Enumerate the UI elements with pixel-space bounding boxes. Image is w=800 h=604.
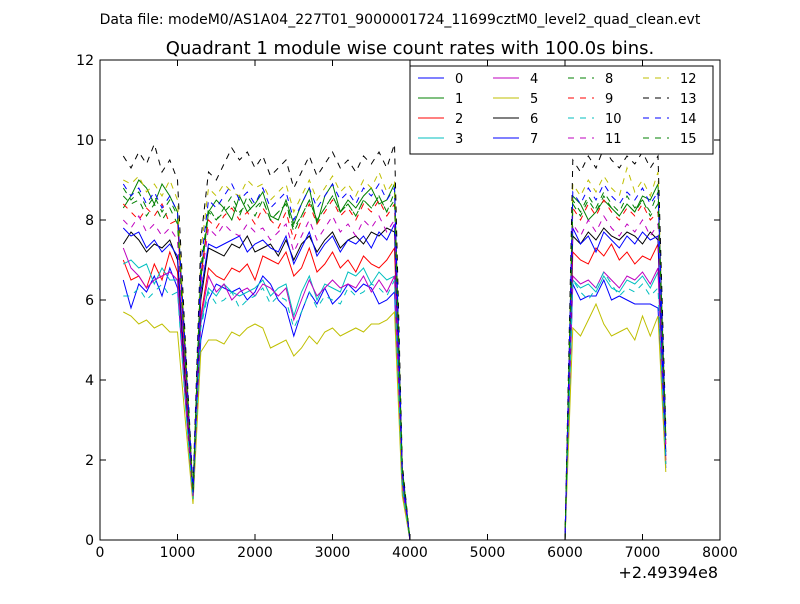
legend-label-5: 5	[530, 92, 538, 107]
x-tick-label: 0	[96, 545, 105, 561]
legend-label-11: 11	[605, 132, 622, 147]
legend-label-8: 8	[605, 72, 613, 87]
legend-label-15: 15	[680, 132, 697, 147]
x-tick-label: 7000	[625, 545, 661, 561]
x-tick-label: 4000	[392, 545, 428, 561]
series-line-11	[122, 214, 667, 540]
y-tick-label: 12	[76, 53, 94, 69]
x-offset-label: +2.49394e8	[618, 563, 718, 582]
legend-label-14: 14	[680, 112, 697, 127]
x-tick-label: 8000	[702, 545, 738, 561]
legend-box	[409, 65, 714, 155]
x-tick-label: 6000	[547, 545, 583, 561]
legend-label-10: 10	[605, 112, 622, 127]
y-tick-label: 4	[85, 373, 94, 389]
legend-label-1: 1	[455, 92, 463, 107]
x-tick-label: 1000	[160, 545, 196, 561]
series-line-8	[122, 187, 667, 540]
x-axis: 0 1000 2000 3000 4000 5000 6000 7000 8000	[96, 60, 738, 561]
legend-label-9: 9	[605, 92, 613, 107]
chart-suptitle: Data file: modeM0/AS1A04_227T01_90000017…	[100, 12, 701, 28]
x-tick-label: 2000	[237, 545, 273, 561]
series-line-5	[123, 302, 667, 540]
series-layer	[122, 142, 667, 540]
legend-label-6: 6	[530, 112, 538, 127]
legend-label-3: 3	[455, 132, 463, 147]
y-tick-label: 0	[85, 533, 94, 549]
series-line-14	[122, 182, 667, 540]
chart-title: Quadrant 1 module wise count rates with …	[166, 38, 655, 59]
series-line-2	[122, 242, 667, 540]
series-line-15	[122, 194, 667, 540]
legend-label-7: 7	[530, 132, 538, 147]
series-line-10	[123, 270, 667, 540]
x-tick-label: 3000	[315, 545, 351, 561]
legend-label-13: 13	[680, 92, 697, 107]
y-tick-label: 10	[76, 133, 94, 149]
legend-label-4: 4	[530, 72, 538, 87]
y-tick-label: 2	[85, 453, 94, 469]
series-line-4	[122, 247, 667, 540]
y-tick-label: 8	[85, 213, 94, 229]
y-tick-label: 6	[85, 293, 94, 309]
legend-label-2: 2	[455, 112, 463, 127]
x-tick-label: 5000	[470, 545, 506, 561]
legend-label-12: 12	[680, 72, 697, 87]
legend-label-0: 0	[455, 72, 463, 87]
series-line-12	[123, 166, 667, 540]
